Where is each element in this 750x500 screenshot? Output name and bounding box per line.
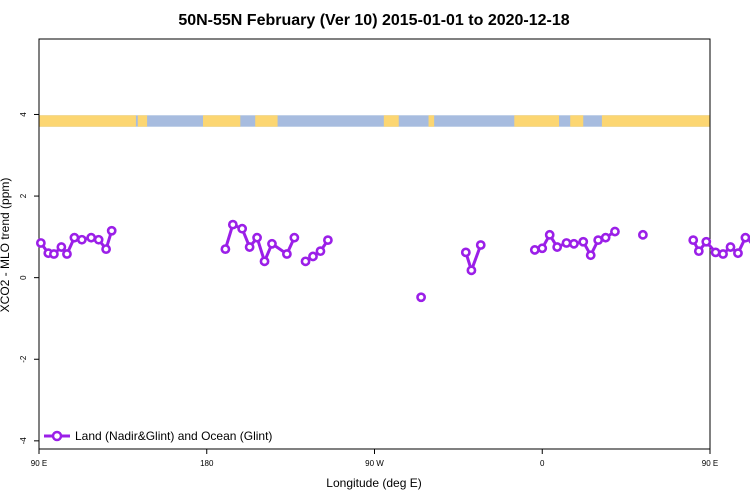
y-axis-label: XCO2 - MLO trend (ppm) (0, 178, 12, 313)
data-point (93, 234, 104, 245)
data-point (561, 238, 572, 248)
data-point (252, 232, 262, 243)
x-tick-label: 90 E (702, 459, 718, 468)
data-point (106, 225, 117, 236)
y-tick-label: -4 (19, 437, 28, 445)
data-point (101, 244, 111, 254)
legend: Land (Nadir&Glint) and Ocean (Glint) (44, 429, 272, 443)
data-point (76, 234, 87, 245)
data-point (86, 232, 97, 243)
data-point (725, 242, 736, 252)
data-point (466, 265, 477, 276)
x-tick-label: 90 W (365, 459, 384, 468)
axis-ticks: 90 E 180 90 W 0 90 E -4 -2 0 2 4 (19, 112, 718, 468)
data-point (289, 232, 300, 243)
land-strip-segment (601, 115, 710, 127)
legend-marker-swatch (51, 430, 63, 442)
data-point (323, 235, 333, 246)
data-point (237, 223, 248, 234)
data-point (35, 238, 46, 248)
data-point (600, 232, 611, 243)
data-point (740, 232, 750, 243)
data-point (710, 247, 721, 258)
data-point (460, 247, 471, 258)
data-point (593, 235, 604, 246)
land-strip-segment (137, 115, 148, 127)
data-point (49, 249, 59, 259)
land-strip-segment (514, 115, 560, 127)
data-point (718, 249, 728, 259)
data-point (315, 246, 326, 257)
data-point (259, 256, 270, 267)
data-point (281, 249, 292, 259)
data-point (693, 246, 704, 257)
data-point (537, 243, 548, 254)
x-tick-label: 180 (200, 459, 214, 468)
data-point (416, 292, 426, 303)
land-strip-segment (39, 115, 136, 127)
data-point (529, 245, 540, 255)
plot-frame (38, 38, 711, 450)
land-strip-segment (570, 115, 584, 127)
data-point (578, 236, 589, 247)
data-point (475, 240, 486, 250)
y-tick-label: 2 (19, 193, 28, 198)
legend-label: Land (Nadir&Glint) and Ocean (Glint) (75, 429, 272, 443)
land-strip-segment (383, 115, 399, 127)
data-point (733, 248, 743, 259)
y-tick-label: -2 (19, 355, 28, 363)
land-strip-segment (255, 115, 278, 127)
data-point (227, 219, 238, 230)
chart-title: 50N-55N February (Ver 10) 2015-01-01 to … (178, 12, 569, 29)
data-point (220, 244, 231, 254)
x-tick-label: 0 (540, 459, 545, 468)
x-tick-label: 90 E (31, 459, 47, 468)
land-strip-segment (428, 115, 435, 127)
data-point (585, 250, 596, 261)
data-point (701, 236, 712, 247)
data-point (62, 249, 72, 259)
y-tick-label: 4 (19, 112, 28, 117)
ocean-strip (39, 115, 710, 127)
data-point (610, 226, 620, 237)
data-point (267, 238, 277, 249)
data-point (544, 229, 555, 240)
data-point (244, 242, 255, 252)
data-point (552, 242, 563, 252)
data-series (35, 219, 750, 303)
data-point (308, 251, 318, 262)
land-strip-segment (203, 115, 241, 127)
data-point (300, 256, 311, 267)
x-axis-label: Longitude (deg E) (326, 476, 421, 490)
data-point (688, 235, 699, 246)
y-tick-label: 0 (19, 275, 28, 280)
land-ocean-strip (39, 115, 710, 127)
data-point (69, 232, 80, 243)
data-point (569, 238, 579, 249)
data-point (638, 229, 648, 240)
data-point (56, 242, 67, 252)
